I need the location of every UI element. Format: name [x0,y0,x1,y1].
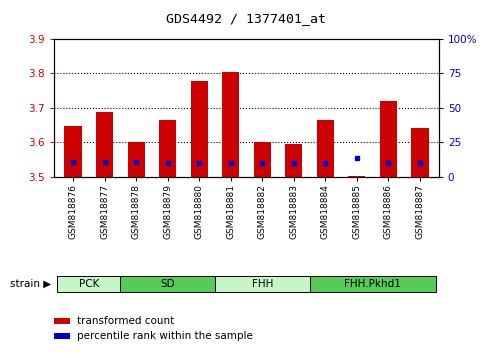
Bar [222,73,240,177]
Bar [54,333,70,339]
Bar [253,142,271,177]
Bar [380,101,397,177]
Text: GDS4492 / 1377401_at: GDS4492 / 1377401_at [167,12,326,25]
Bar [191,81,208,177]
Text: PCK: PCK [79,279,99,289]
Text: percentile rank within the sample: percentile rank within the sample [77,331,253,341]
Text: strain ▶: strain ▶ [10,279,51,289]
Bar [310,276,436,292]
Bar [54,318,70,324]
Text: SD: SD [160,279,175,289]
Bar [411,128,428,177]
Bar [128,142,145,177]
Bar [159,120,176,177]
Bar [57,276,120,292]
Text: FHH.Pkhd1: FHH.Pkhd1 [344,279,401,289]
Bar [96,112,113,177]
Bar [317,120,334,177]
Text: FHH: FHH [251,279,273,289]
Bar [285,143,302,177]
Bar [348,176,365,177]
Bar [65,126,82,177]
Text: transformed count: transformed count [77,316,175,326]
Bar [215,276,310,292]
Bar [120,276,215,292]
